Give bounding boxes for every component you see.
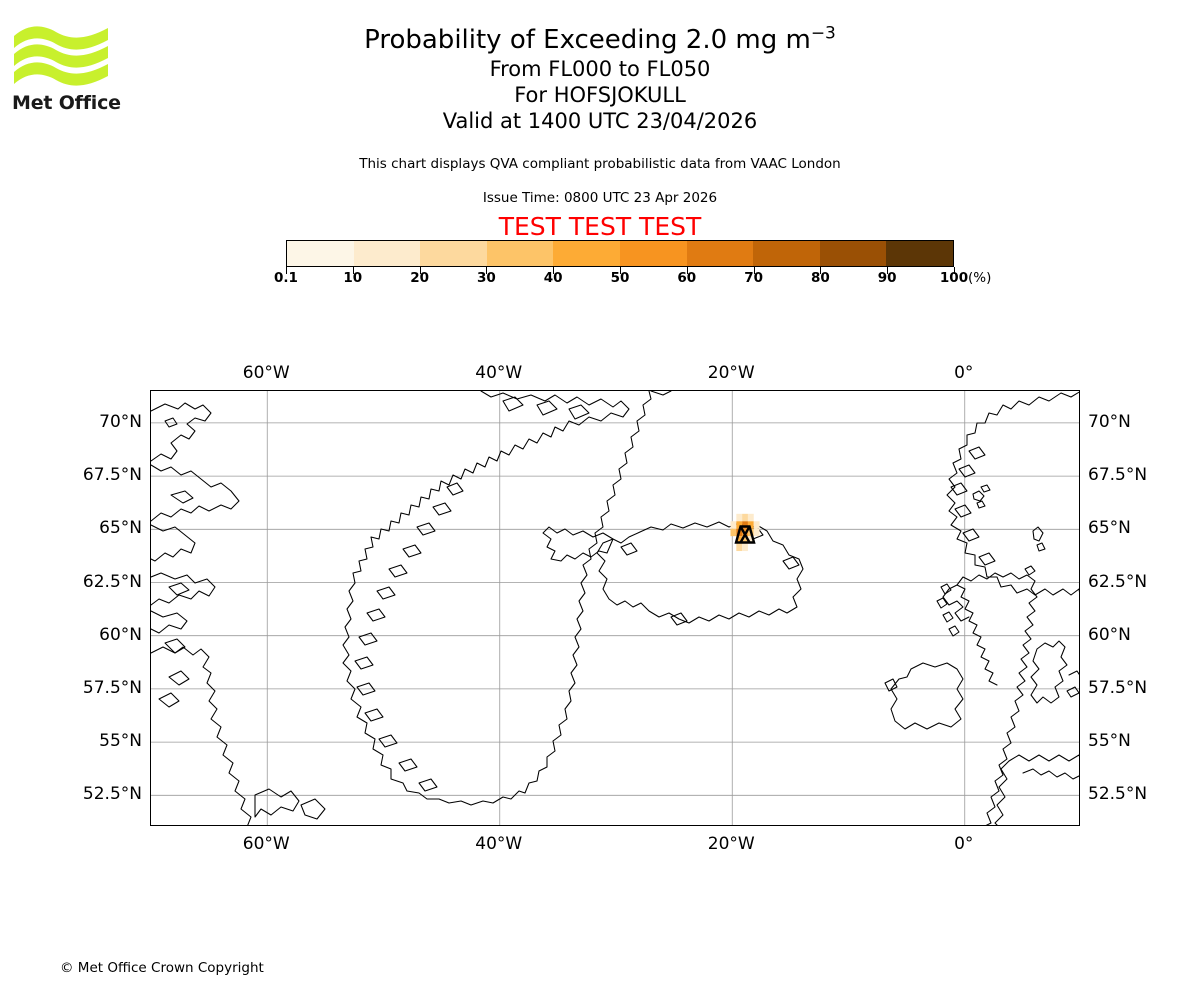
page-title: Probability of Exceeding 2.0 mg m−3: [150, 24, 1050, 56]
lat-label-left-1: 67.5°N: [82, 465, 142, 486]
colorbar-tick-8: [820, 267, 822, 274]
plume-cell-16: [736, 543, 743, 552]
flight-level-subtitle: From FL000 to FL050: [489, 57, 711, 81]
title-text: Probability of Exceeding 2.0 mg m: [364, 25, 811, 55]
colorbar-band-2: [420, 241, 487, 266]
plume-cell-2: [747, 513, 754, 522]
chart-title-block: Probability of Exceeding 2.0 mg m−3 From…: [150, 24, 1050, 134]
plume-cell-7: [753, 521, 760, 529]
lat-label-left-0: 70°N: [99, 411, 142, 432]
plume-cell-0: [736, 513, 743, 522]
lon-label-bottom-3: 0°: [954, 834, 974, 854]
plume-cell-5: [742, 521, 748, 529]
plume-cell-12: [753, 528, 760, 537]
colorbar-label-10: 100: [939, 270, 969, 286]
colorbar-tick-5: [620, 267, 621, 274]
colorbar-labels: 0.1 10 20 30 40 50 60 70 80 90 100: [274, 270, 968, 288]
colorbar-tick-4: [553, 267, 555, 274]
map-canvas: [151, 391, 1079, 825]
qva-notice: This chart displays QVA compliant probab…: [359, 156, 841, 172]
lon-label-bottom-2: 20°W: [707, 834, 755, 854]
colorbar-band-5: [619, 241, 687, 266]
lat-label-right-7: 52.5°N: [1088, 784, 1148, 805]
colorbar-tick-10: [954, 267, 955, 274]
lat-label-left-4: 60°N: [99, 624, 142, 645]
colorbar-label-9: 90: [877, 270, 897, 286]
colorbar-label-5: 50: [610, 270, 630, 286]
met-office-logo-text: Met Office: [12, 92, 121, 114]
colorbar-unit-label: (%): [968, 270, 992, 286]
colorbar-tick-0: [286, 267, 287, 274]
colorbar-band-9: [886, 241, 953, 266]
lat-label-right-6: 55°N: [1088, 731, 1131, 752]
lat-label-right-2: 65°N: [1088, 518, 1131, 539]
lon-label-top-2: 20°W: [707, 363, 755, 383]
colorbar-label-6: 60: [677, 270, 697, 286]
lat-label-left-2: 65°N: [99, 518, 142, 539]
map-frame[interactable]: [150, 390, 1080, 826]
lat-label-right-3: 62.5°N: [1088, 571, 1148, 592]
colorbar-tick-3: [486, 267, 488, 274]
lon-label-top-1: 40°W: [475, 363, 523, 383]
plume-cell-14: [742, 536, 748, 544]
plume-cell-1: [742, 513, 748, 522]
valid-time-subtitle: Valid at 1400 UTC 23/04/2026: [442, 109, 758, 133]
plume-cell-3: [730, 521, 737, 529]
colorbar-label-8: 80: [810, 270, 830, 286]
met-office-wave-mark: [14, 26, 108, 86]
colorbar-tick-7: [753, 267, 755, 274]
map-gridlines: [151, 391, 1079, 825]
colorbar-bands: [286, 240, 954, 267]
lat-label-right-5: 57.5°N: [1088, 677, 1148, 698]
plume-cell-6: [747, 521, 754, 529]
colorbar-band-0: [287, 241, 354, 266]
colorbar-band-8: [819, 241, 887, 266]
probability-colorbar: [286, 240, 954, 267]
colorbar-label-1: 10: [343, 270, 363, 286]
copyright-notice: © Met Office Crown Copyright: [60, 960, 264, 976]
coastlines: [151, 391, 1079, 825]
colorbar-label-2: 20: [410, 270, 429, 286]
lon-label-bottom-1: 40°W: [475, 834, 523, 854]
colorbar-band-6: [686, 241, 754, 266]
plume-cell-4: [736, 521, 743, 529]
plume-cell-15: [747, 536, 754, 544]
met-office-logo: Met Office: [12, 22, 122, 117]
colorbar-tick-1: [352, 267, 354, 274]
colorbar-label-4: 40: [543, 270, 563, 286]
plume-cell-17: [742, 543, 748, 552]
colorbar-label-0: 0.1: [274, 270, 298, 286]
lat-label-right-0: 70°N: [1088, 411, 1131, 432]
colorbar-band-1: [353, 241, 421, 266]
lat-label-left-6: 55°N: [99, 731, 142, 752]
lat-label-right-1: 67.5°N: [1088, 465, 1148, 486]
lon-label-top-0: 60°W: [242, 363, 290, 383]
plume-cell-13: [736, 536, 743, 544]
map-container: 60°W 40°W 20°W 0° 60°W 40°W 20°W 0° 70°N…: [83, 363, 1147, 854]
colorbar-band-3: [486, 241, 554, 266]
colorbar-tick-6: [686, 267, 688, 274]
title-exponent: −3: [810, 23, 836, 44]
colorbar-label-3: 30: [476, 270, 496, 286]
test-banner: TEST TEST TEST: [498, 212, 702, 241]
plume-cell-8: [730, 528, 737, 537]
lat-label-right-4: 60°N: [1088, 624, 1131, 645]
lat-label-left-7: 52.5°N: [82, 784, 142, 805]
colorbar-band-7: [753, 241, 820, 266]
colorbar-label-7: 70: [744, 270, 763, 286]
colorbar-tick-2: [419, 267, 421, 274]
lat-label-left-3: 62.5°N: [82, 571, 142, 592]
lat-label-left-5: 57.5°N: [82, 677, 142, 698]
volcano-symbol-icon: [734, 525, 756, 544]
lon-label-top-3: 0°: [954, 363, 974, 383]
lon-label-bottom-0: 60°W: [242, 834, 290, 854]
issue-time: Issue Time: 0800 UTC 23 Apr 2026: [482, 190, 718, 206]
colorbar-band-4: [553, 241, 620, 266]
volcano-subtitle: For HOFSJOKULL: [514, 83, 686, 107]
colorbar-tick-9: [887, 267, 889, 274]
colorbar-ticks: [286, 267, 955, 275]
